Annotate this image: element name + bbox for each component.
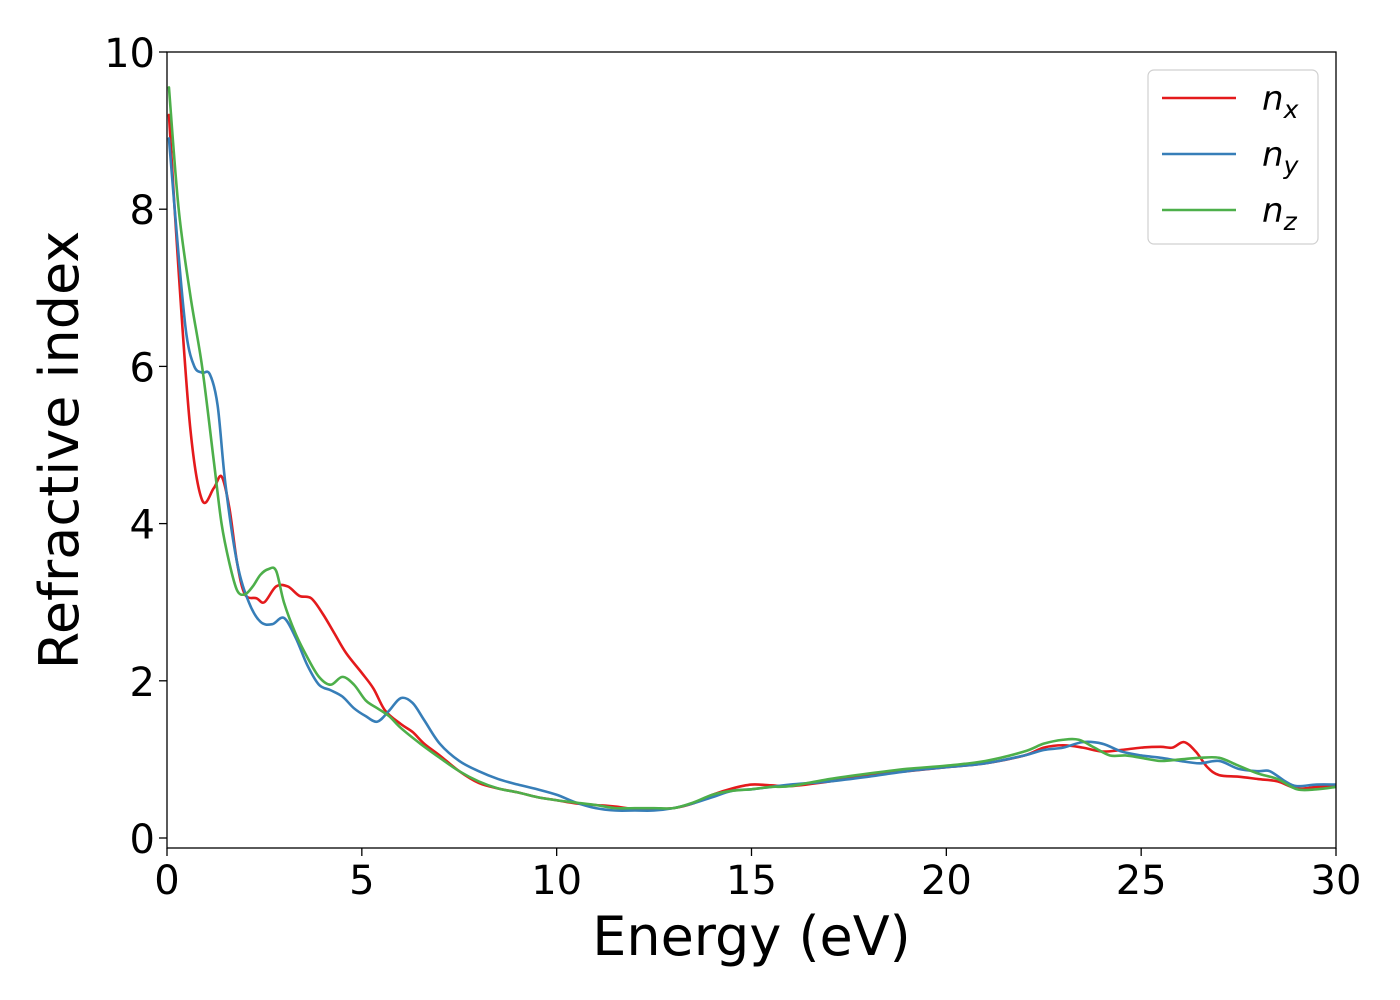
series-layer	[167, 86, 1336, 812]
ticks-layer: 0 5 10 15 20 25 30 0 2 4 6 8 10	[104, 31, 1361, 904]
series-line-nz	[167, 86, 1336, 810]
x-tick-label: 25	[1116, 858, 1167, 904]
y-axis-title: Refractive index	[28, 231, 91, 670]
x-axis-title: Energy (eV)	[592, 905, 911, 968]
legend-label-nx: nx	[1262, 79, 1299, 124]
y-tick-label: 6	[130, 345, 155, 391]
y-tick-label: 10	[104, 31, 155, 77]
y-tick-label: 2	[130, 660, 155, 706]
series-line-ny	[167, 137, 1336, 812]
x-tick-label: 0	[154, 858, 179, 904]
x-tick-label: 15	[726, 858, 777, 904]
x-tick-label: 5	[349, 858, 374, 904]
y-tick-label: 0	[130, 817, 155, 863]
legend-box	[1147, 69, 1319, 245]
x-tick-label: 30	[1311, 858, 1362, 904]
y-tick-label: 8	[130, 188, 155, 234]
legend: nx ny nz	[1147, 69, 1319, 245]
legend-label-ny: ny	[1262, 135, 1300, 180]
legend-label-nz: nz	[1262, 191, 1298, 236]
y-tick-label: 4	[130, 503, 155, 549]
x-tick-label: 20	[921, 858, 972, 904]
x-tick-label: 10	[531, 858, 582, 904]
